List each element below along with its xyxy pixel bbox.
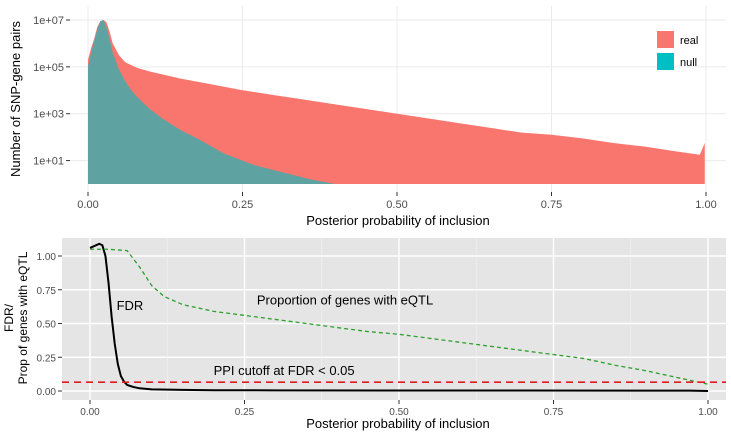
top-x-axis: 0.00 0.25 0.50 0.75 1.00: [77, 192, 717, 211]
legend-label-null: null: [680, 57, 697, 69]
bottom-gridlines: [62, 238, 726, 400]
histogram-area-real: [88, 20, 705, 184]
top-x-tick-label-3: 0.75: [541, 199, 562, 211]
histogram-area-null: [88, 20, 336, 184]
bottom-x-axis: 0.00 0.25 0.50 0.75 1.00: [80, 400, 718, 418]
annotation-fdr: FDR: [117, 298, 144, 313]
bottom-y-axis: 0.00 0.25 0.50 0.75 1.00: [37, 252, 62, 398]
bottom-y-tick-label-4: 1.00: [37, 252, 57, 263]
annotation-proportion: Proportion of genes with eQTL: [257, 293, 433, 308]
annotation-ppi-cutoff: PPI cutoff at FDR < 0.05: [214, 363, 355, 378]
top-x-tick-label-1: 0.25: [232, 199, 253, 211]
top-y-axis-label: Number of SNP-gene pairs: [8, 20, 23, 177]
top-x-tick-label-0: 0.00: [77, 199, 98, 211]
bottom-x-tick-label-4: 1.00: [698, 407, 718, 418]
top-y-tick-label-3: 1e+07: [33, 15, 64, 27]
legend-label-real: real: [680, 35, 698, 47]
top-y-tick-label-1: 1e+03: [33, 109, 64, 121]
bottom-y-tick-label-2: 0.50: [37, 320, 57, 331]
top-x-tick-label-2: 0.50: [386, 199, 407, 211]
bottom-x-tick-label-3: 0.75: [544, 407, 564, 418]
top-y-axis: 1e+01 1e+03 1e+05 1e+07: [33, 15, 70, 168]
bottom-y-axis-label-line1: FDR/: [2, 303, 16, 332]
bottom-y-axis-label-line2: Prop of genes with eQTL: [16, 251, 30, 384]
legend-swatch-null: [657, 53, 674, 70]
top-x-tick-label-4: 1.00: [695, 199, 716, 211]
bottom-y-tick-label-0: 0.00: [37, 387, 57, 398]
bottom-chart: 0.00 0.25 0.50 0.75 1.00 0.00 0.25 0.50 0.75 1.0…: [2, 238, 726, 431]
line-fdr: [89, 242, 709, 392]
top-y-tick-label-0: 1e+01: [33, 156, 64, 168]
bottom-x-tick-label-1: 0.25: [235, 407, 255, 418]
top-chart: 1e+01 1e+03 1e+05 1e+07 0.00 0.25 0.50 0.75 1.0…: [8, 6, 726, 228]
top-x-axis-label: Posterior probability of inclusion: [306, 213, 490, 228]
bottom-x-tick-label-0: 0.00: [80, 407, 100, 418]
bottom-x-axis-label: Posterior probability of inclusion: [306, 416, 490, 431]
bottom-y-tick-label-1: 0.25: [37, 353, 57, 364]
bottom-y-tick-label-3: 0.75: [37, 286, 57, 297]
top-histogram: [88, 20, 705, 184]
bottom-lines: [62, 242, 726, 392]
legend: real null: [657, 31, 698, 70]
line-proportion-eqtl: [90, 248, 709, 385]
bottom-plot-panel: [62, 238, 726, 400]
bottom-x-tick-label-2: 0.50: [389, 407, 409, 418]
top-y-tick-label-2: 1e+05: [33, 62, 64, 74]
legend-swatch-real: [657, 31, 674, 48]
